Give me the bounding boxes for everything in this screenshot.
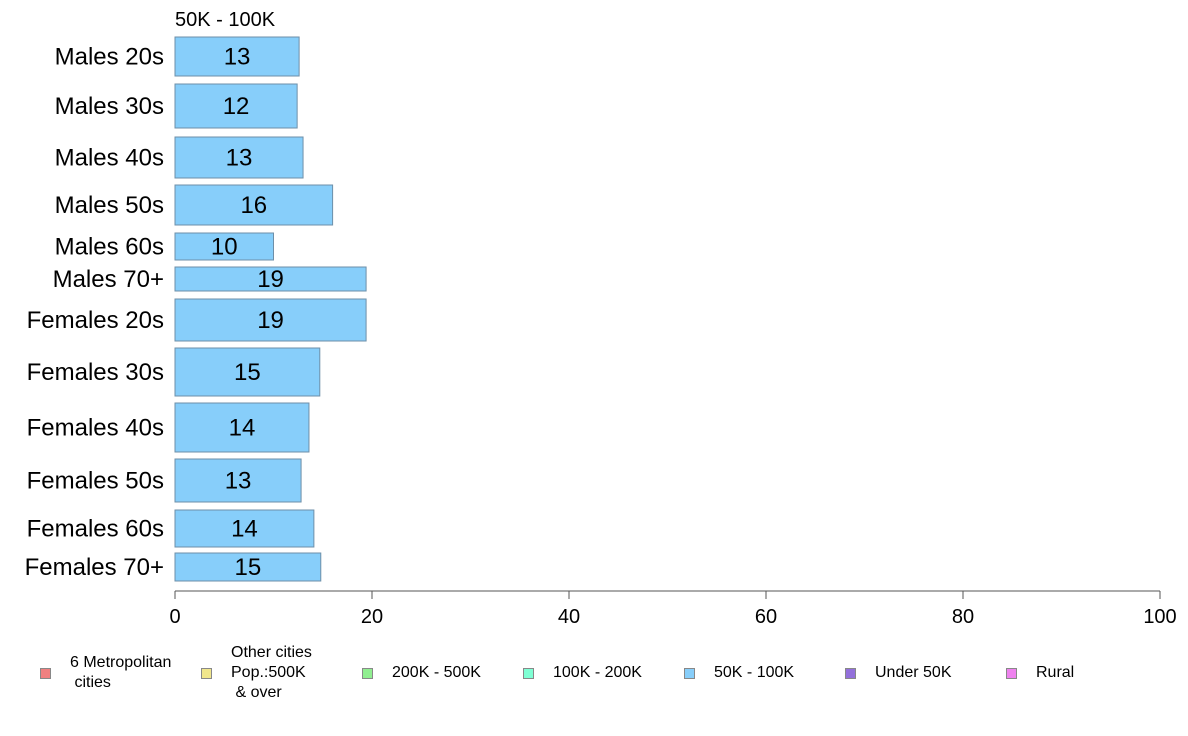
bar [174, 458, 302, 503]
bar-chart: 50K - 100K Males 20s 13 Males 30s 12 Males 4… [25, 9, 1177, 628]
bar [174, 136, 304, 179]
bar-value-label: 14 [231, 516, 258, 543]
x-tick-label: 20 [361, 606, 383, 628]
legend-label: 50K - 100K [714, 664, 795, 681]
category-label: Males 40s [55, 145, 164, 172]
x-tick-label: 0 [169, 606, 180, 628]
x-axis: 0 20 40 60 80 100 [169, 590, 1177, 628]
category-label: Females 60s [27, 516, 164, 543]
bars-group: Males 20s 13 Males 30s 12 Males 40s 13 Males 5… [25, 36, 367, 582]
bar-value-label: 12 [223, 93, 250, 120]
bar-value-label: 19 [257, 266, 284, 293]
category-label: Females 30s [27, 359, 164, 386]
bar [174, 298, 367, 342]
category-label: Males 50s [55, 192, 164, 219]
category-label: Females 70+ [25, 554, 164, 581]
legend-swatch [684, 667, 695, 679]
bar [174, 184, 334, 226]
bar-value-label: 15 [234, 359, 261, 386]
legend-item: Under 50K [845, 663, 952, 683]
bar [174, 232, 274, 261]
legend-item: Other cities Pop.:500K & over [201, 643, 312, 703]
category-label: Females 40s [27, 415, 164, 442]
legend-swatch [1006, 667, 1017, 679]
chart-title: 50K - 100K [175, 9, 276, 31]
category-label: Females 50s [27, 468, 164, 495]
legend: 6 Metropolitan cities Other cities Pop.:5… [0, 643, 1188, 713]
bar-value-label: 19 [257, 307, 284, 334]
legend-item: 100K - 200K [523, 663, 642, 683]
legend-item: 50K - 100K [684, 663, 794, 683]
legend-item: 200K - 500K [362, 663, 481, 683]
x-tick-label: 100 [1143, 606, 1176, 628]
bar-value-label: 13 [224, 44, 251, 71]
bar-value-label: 15 [235, 554, 262, 581]
x-tick-label: 40 [558, 606, 580, 628]
category-label: Males 30s [55, 93, 164, 120]
bar [174, 402, 310, 453]
legend-label: 6 Metropolitan cities [70, 654, 172, 691]
bar-value-label: 13 [225, 468, 252, 495]
legend-item: Rural [1006, 663, 1074, 683]
legend-swatch [845, 667, 856, 679]
bar [174, 266, 367, 292]
bar [174, 509, 315, 548]
x-tick-label: 60 [755, 606, 777, 628]
legend-swatch [362, 667, 373, 679]
bar [174, 552, 322, 582]
category-label: Males 70+ [53, 266, 164, 293]
bar [174, 36, 300, 77]
legend-label: Other cities Pop.:500K & over [231, 644, 312, 701]
legend-item: 6 Metropolitan cities [40, 653, 171, 693]
legend-label: Rural [1036, 664, 1075, 681]
x-tick-label: 80 [952, 606, 974, 628]
category-label: Males 60s [55, 234, 164, 261]
bar-value-label: 13 [226, 145, 253, 172]
bar-value-label: 14 [229, 415, 256, 442]
legend-label: 200K - 500K [392, 664, 481, 681]
bar-value-label: 16 [240, 192, 267, 219]
category-label: Females 20s [27, 307, 164, 334]
legend-swatch [40, 667, 51, 679]
legend-swatch [201, 667, 212, 679]
legend-swatch [523, 667, 534, 679]
legend-label: 100K - 200K [553, 664, 642, 681]
category-label: Males 20s [55, 44, 164, 71]
legend-label: Under 50K [875, 664, 952, 681]
bar [174, 347, 321, 397]
bar [174, 83, 298, 129]
bar-value-label: 10 [211, 234, 238, 261]
